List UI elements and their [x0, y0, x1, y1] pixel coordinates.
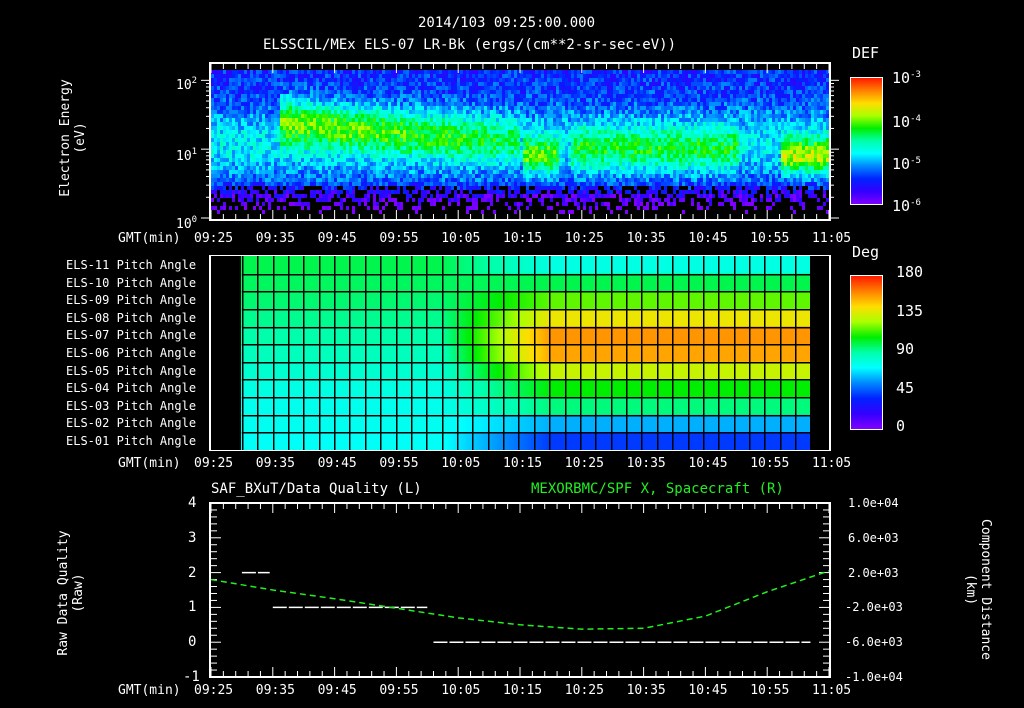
tick-label: ELS-07 Pitch Angle — [66, 328, 197, 343]
tick-label: 1.0e+04 — [848, 496, 899, 510]
tick-label: 10:05 — [441, 683, 481, 698]
tick-label: 09:35 — [255, 683, 295, 698]
tick-label: 3 — [188, 529, 197, 546]
tick-label: -1.0e+04 — [845, 670, 903, 684]
def-colorbar — [850, 77, 883, 205]
tick-label: ELS-06 Pitch Angle — [66, 346, 197, 360]
tick-label: 10:35 — [626, 683, 666, 698]
tick-label: 09:55 — [379, 456, 419, 471]
deg-colorbar — [850, 275, 883, 430]
energy-spectrogram — [211, 70, 829, 216]
panel3-left-title: SAF_BXuT/Data Quality (L) — [211, 481, 422, 497]
tick-label: 1 — [188, 599, 197, 616]
tick-label: 09:45 — [317, 456, 357, 471]
tick-label: 10:45 — [688, 683, 728, 698]
tick-label: 10:35 — [626, 231, 666, 246]
tick-label: 10:25 — [564, 231, 604, 246]
tick-label: ELS-11 Pitch Angle — [66, 258, 197, 272]
tick-label: 135 — [896, 301, 924, 320]
plot-title: ELSSCIL/MEx ELS-07 LR-Bk (ergs/(cm**2-sr… — [263, 37, 677, 53]
tick-label: 0 — [188, 634, 197, 651]
tick-label: 6.0e+03 — [848, 530, 899, 545]
colorbar1-title: DEF — [852, 44, 880, 62]
tick-label: 10:15 — [503, 231, 543, 246]
tick-label: 4 — [188, 495, 197, 511]
panel1-ytick-1: 100 — [176, 215, 198, 232]
panel2-xaxis-label: GMT(min) — [118, 456, 181, 471]
tick-label: 2.0e+03 — [848, 565, 899, 580]
tick-label: 10:45 — [688, 456, 728, 471]
tick-label: 10:25 — [564, 456, 604, 471]
tick-label: 10:15 — [503, 456, 543, 471]
tick-label: 2 — [188, 564, 197, 581]
pitch-angle-grid — [211, 256, 829, 450]
tick-label: 10:05 — [441, 231, 481, 246]
tick-label: 0 — [896, 417, 906, 435]
tick-label: -2.0e+03 — [845, 600, 903, 615]
tick-label: 09:35 — [255, 456, 295, 471]
tick-label: 09:45 — [317, 231, 357, 246]
tick-label: 10:05 — [441, 456, 481, 471]
colorbar1-tick-1e-5: 10-5 — [892, 155, 921, 173]
tick-label: 09:25 — [194, 456, 234, 471]
tick-label: 45 — [896, 378, 915, 397]
colorbar1-tick-1e-3: 10-3 — [892, 69, 921, 87]
tick-label: 11:05 — [812, 683, 852, 698]
tick-label: ELS-02 Pitch Angle — [66, 416, 197, 431]
panel3-xaxis-label: GMT(min) — [118, 683, 181, 698]
tick-label: 09:55 — [379, 231, 419, 246]
panel3-right-title: MEXORBMC/SPF X, Spacecraft (R) — [531, 481, 784, 497]
tick-label: ELS-09 Pitch Angle — [66, 293, 197, 308]
tick-label: 11:05 — [812, 456, 852, 471]
plot-timestamp: 2014/103 09:25:00.000 — [418, 15, 596, 31]
panel1-ytick-10: 101 — [176, 147, 198, 164]
tick-label: 180 — [896, 263, 924, 281]
tick-label: -6.0e+03 — [845, 635, 903, 650]
colorbar1-tick-1e-6: 10-6 — [892, 197, 921, 215]
tick-label: 10:35 — [626, 456, 666, 471]
tick-label: 09:25 — [194, 231, 234, 246]
tick-label: 09:25 — [194, 683, 234, 698]
tick-label: 10:55 — [750, 456, 790, 471]
tick-label: 11:05 — [812, 231, 852, 246]
tick-label: ELS-01 Pitch Angle — [66, 434, 197, 448]
tick-label: 09:35 — [255, 231, 295, 246]
tick-label: -1 — [183, 669, 200, 685]
tick-label: 10:15 — [503, 683, 543, 698]
tick-label: 09:45 — [317, 683, 357, 698]
tick-label: 09:55 — [379, 683, 419, 698]
tick-label: 10:25 — [564, 683, 604, 698]
colorbar2-title: Deg — [852, 243, 880, 261]
tick-label: 10:45 — [688, 231, 728, 246]
tick-label: ELS-05 Pitch Angle — [66, 363, 197, 378]
tick-label: ELS-08 Pitch Angle — [66, 310, 197, 325]
tick-label: ELS-03 Pitch Angle — [66, 398, 197, 413]
tick-label: ELS-10 Pitch Angle — [66, 275, 197, 290]
tick-label: 10:55 — [750, 231, 790, 246]
panel1-ytick-100: 102 — [176, 76, 198, 93]
tick-label: 90 — [896, 340, 915, 358]
tick-label: 10:55 — [750, 683, 790, 698]
panel1-xaxis-label: GMT(min) — [118, 231, 181, 246]
colorbar1-tick-1e-4: 10-4 — [892, 113, 921, 131]
tick-label: ELS-04 Pitch Angle — [66, 381, 197, 396]
